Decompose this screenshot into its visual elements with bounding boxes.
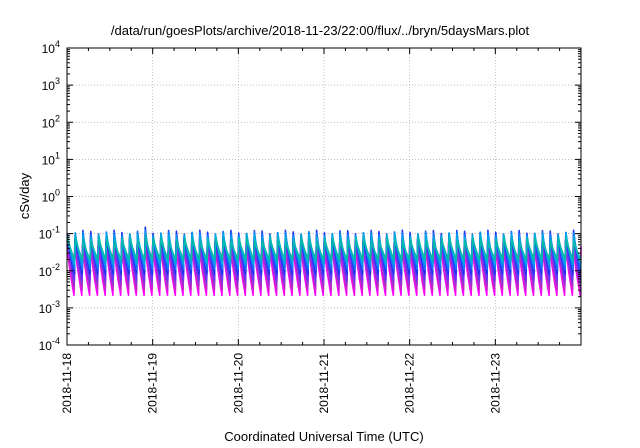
y-tick-label: 102 bbox=[42, 113, 60, 130]
grid bbox=[67, 48, 581, 345]
y-tick-label: 100 bbox=[42, 188, 60, 205]
x-axis-label: Coordinated Universal Time (UTC) bbox=[224, 429, 423, 444]
x-tick-label: 2018-11-19 bbox=[146, 353, 160, 414]
ticks bbox=[66, 47, 581, 346]
y-tick-label: 10-1 bbox=[39, 225, 60, 242]
series-group bbox=[66, 226, 582, 296]
series-line-8 bbox=[66, 236, 582, 261]
y-tick-label: 10-4 bbox=[39, 336, 60, 353]
x-tick-label: 2018-11-20 bbox=[231, 353, 245, 414]
x-tick-label: 2018-11-21 bbox=[317, 353, 331, 414]
y-axis-label: cSv/day bbox=[17, 172, 32, 219]
y-tick-label: 10-2 bbox=[39, 262, 60, 279]
x-tick-label: 2018-11-23 bbox=[488, 353, 502, 414]
chart-title: /data/run/goesPlots/archive/2018-11-23/2… bbox=[111, 23, 530, 38]
y-tick-label: 10-3 bbox=[39, 299, 60, 316]
y-tick-label: 104 bbox=[42, 39, 60, 56]
y-tick-labels: 10-4 10-3 10-2 10-1 100 101 102 103 104 bbox=[39, 39, 60, 353]
x-tick-labels: 2018-11-18 2018-11-19 2018-11-20 2018-11-21… bbox=[60, 353, 502, 414]
y-tick-label: 103 bbox=[42, 76, 60, 93]
x-tick-label: 2018-11-22 bbox=[403, 353, 417, 414]
x-tick-label: 2018-11-18 bbox=[60, 353, 74, 414]
y-tick-label: 101 bbox=[42, 150, 60, 167]
